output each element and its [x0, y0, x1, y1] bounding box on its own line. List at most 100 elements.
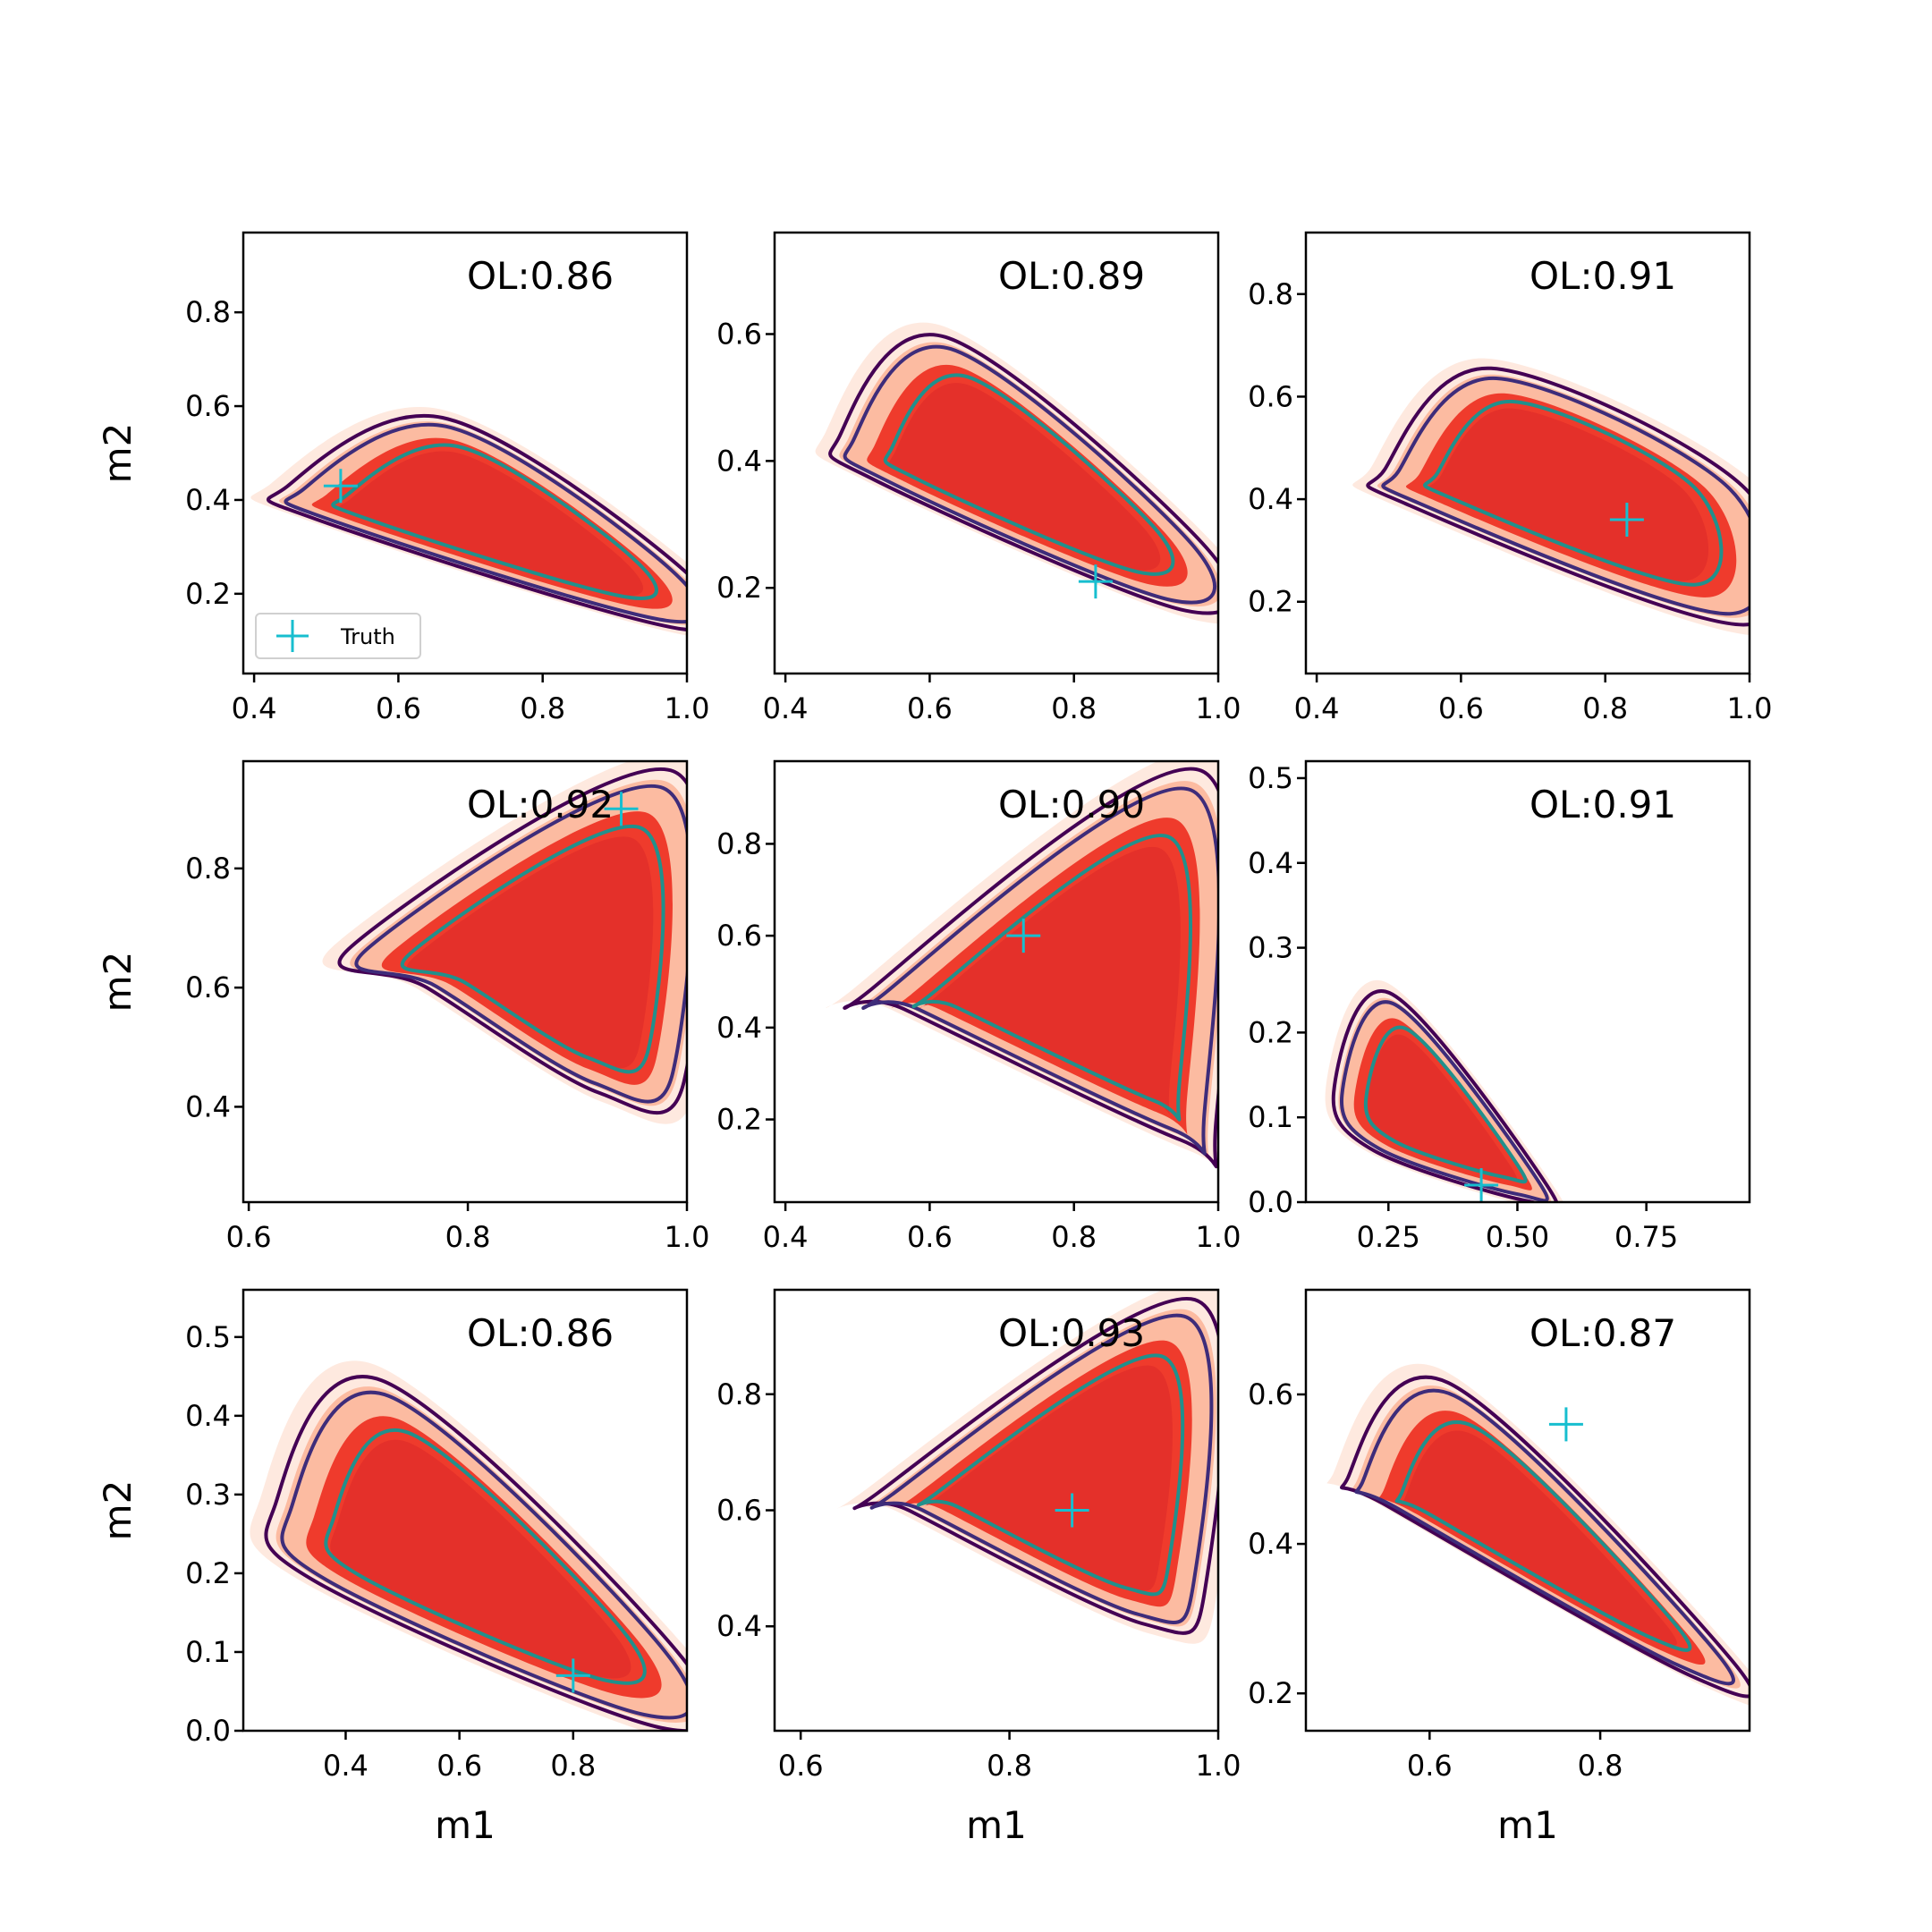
panel-1-0: 0.6 0.8 1.0 0.4 0.6 0.8 OL:0.92 m2	[96, 759, 710, 1254]
overlap-annotation: OL:0.90	[998, 783, 1145, 826]
axes-frame	[242, 759, 689, 1204]
x-tick-label: 0.6	[907, 691, 953, 725]
density-fill-level-4	[888, 383, 1161, 571]
contour-line-1	[267, 414, 687, 631]
y-tick-label: 0.1	[1248, 1100, 1293, 1134]
axes-frame	[1304, 759, 1751, 1204]
x-tick-label: 0.4	[232, 691, 277, 725]
axes-frame	[1304, 231, 1751, 675]
legend: Truth	[255, 613, 421, 659]
panel-0-0: 0.4 0.6 0.8 1.0 0.2 0.4 0.6 0.8 OL:0.86 m2 Truth	[96, 231, 709, 725]
axes-frame	[242, 231, 689, 675]
y-tick-label: 0.4	[1248, 846, 1293, 880]
plot-area	[1325, 979, 1563, 1202]
y-tick-label: 0.8	[716, 826, 762, 860]
x-tick-label: 0.8	[520, 691, 565, 725]
panel-0-1: 0.4 0.6 0.8 1.0 0.2 0.4 0.6 OL:0.89	[716, 231, 1241, 725]
y-tick-label: 0.8	[185, 295, 231, 329]
panel-2-2: 0.6 0.8 0.2 0.4 0.6 OL:0.87 m1	[1248, 1288, 1751, 1847]
y-axis-label: m2	[96, 423, 140, 484]
panel-2-1: 0.6 0.8 1.0 0.4 0.6 0.8 OL:0.93 m1	[716, 1288, 1241, 1847]
y-tick-label: 0.2	[1248, 1676, 1293, 1710]
y-tick-label: 0.6	[716, 1494, 762, 1528]
contour-line-2	[1381, 376, 1750, 616]
axes-frame	[1304, 1288, 1751, 1733]
contour-line-2	[1354, 1388, 1735, 1686]
density-fill-level-4	[1428, 408, 1709, 581]
x-tick-label: 0.8	[987, 1749, 1032, 1783]
x-tick-label: 0.6	[436, 1749, 482, 1783]
x-tick-label: 1.0	[1196, 691, 1241, 725]
overlap-annotation: OL:0.86	[467, 1311, 614, 1355]
plot-area	[322, 761, 687, 1124]
y-tick-label: 0.0	[185, 1714, 231, 1748]
truth-marker	[604, 792, 639, 826]
plot-area	[250, 1360, 687, 1731]
x-tick-label: 0.8	[1582, 691, 1628, 725]
y-tick-label: 0.2	[716, 571, 762, 605]
plot-area	[815, 322, 1218, 624]
contour-line-2	[861, 786, 1218, 1156]
x-tick-label: 1.0	[665, 1220, 710, 1254]
x-tick-label: 0.6	[1407, 1749, 1453, 1783]
truth-marker	[1464, 1168, 1499, 1202]
plot-area	[1326, 1363, 1750, 1706]
plot-area	[837, 1290, 1218, 1644]
contour-line-3	[324, 1428, 647, 1685]
contour-line-1	[1366, 366, 1750, 627]
contour-line-2	[869, 1313, 1214, 1624]
contour-line-2	[354, 784, 687, 1104]
contour-line-1	[852, 1296, 1218, 1635]
contour-line-3	[916, 1353, 1185, 1597]
x-tick-label: 0.6	[1438, 691, 1484, 725]
x-tick-label: 0.25	[1357, 1220, 1420, 1254]
y-tick-label: 0.4	[716, 1011, 762, 1045]
y-tick-label: 0.3	[185, 1478, 231, 1512]
contour-line-2	[843, 344, 1216, 605]
contour-line-3	[1423, 399, 1724, 587]
y-tick-label: 0.8	[716, 1377, 762, 1411]
y-tick-label: 0.2	[185, 577, 231, 611]
density-fill-level-4	[407, 836, 654, 1069]
x-tick-label: 0.8	[445, 1220, 491, 1254]
x-axis-label: m1	[435, 1803, 496, 1847]
contour-line-3	[400, 824, 665, 1074]
y-tick-label: 0.6	[716, 317, 762, 351]
x-tick-label: 1.0	[1727, 691, 1773, 725]
density-fill-level-4	[1366, 1034, 1518, 1181]
overlap-annotation: OL:0.86	[467, 254, 614, 298]
plot-area	[1352, 358, 1750, 635]
panel-1-2: 0.25 0.50 0.75 0.0 0.1 0.2 0.3 0.4 0.5 OL:0.91	[1248, 759, 1751, 1254]
y-tick-label: 0.6	[1248, 379, 1293, 413]
contour-line-1	[843, 767, 1218, 1169]
y-tick-label: 0.2	[185, 1556, 231, 1590]
contour-line-2	[284, 422, 687, 624]
y-tick-label: 0.5	[1248, 761, 1293, 795]
overlap-annotation: OL:0.92	[467, 783, 614, 826]
x-tick-label: 0.6	[778, 1749, 824, 1783]
x-tick-label: 0.4	[323, 1749, 369, 1783]
truth-marker	[1006, 919, 1041, 953]
axes-frame	[773, 759, 1220, 1204]
contour-line-1	[337, 767, 687, 1115]
x-tick-label: 0.8	[1578, 1749, 1623, 1783]
axes-frame	[773, 231, 1220, 675]
y-tick-label: 0.4	[185, 1399, 231, 1433]
y-tick-label: 0.6	[716, 919, 762, 953]
y-tick-label: 0.3	[1248, 931, 1293, 965]
truth-marker	[555, 1658, 590, 1693]
x-tick-label: 1.0	[1196, 1220, 1241, 1254]
density-fill-level-4	[919, 846, 1181, 1115]
x-tick-label: 0.50	[1486, 1220, 1549, 1254]
y-tick-label: 0.6	[185, 389, 231, 423]
truth-marker	[1055, 1493, 1089, 1528]
overlap-annotation: OL:0.91	[1530, 254, 1676, 298]
y-tick-label: 0.4	[185, 483, 231, 517]
y-tick-label: 0.4	[716, 444, 762, 478]
y-tick-label: 0.6	[185, 970, 231, 1004]
density-fill-level-4	[337, 451, 644, 597]
contour-line-1	[264, 1375, 687, 1731]
contour-line-2	[1339, 1000, 1549, 1202]
contour-line-1	[828, 333, 1218, 615]
y-tick-label: 0.5	[185, 1320, 231, 1354]
